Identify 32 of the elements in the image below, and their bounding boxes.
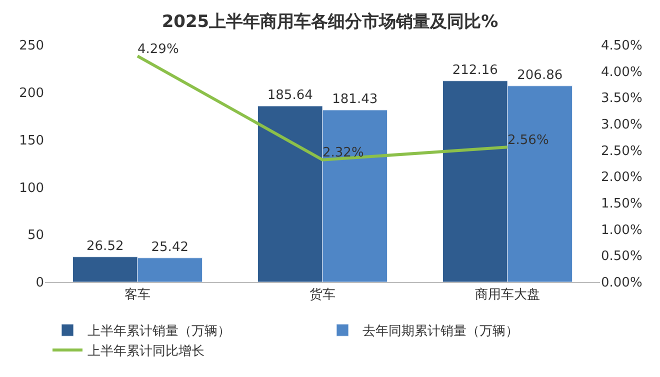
data-label: 181.43 — [332, 92, 378, 107]
chart-title: 2025上半年商用车各细分市场销量及同比% — [162, 12, 498, 32]
x-tick-label: 客车 — [124, 286, 150, 303]
y2-tick-label: 1.50% — [601, 196, 642, 212]
data-label: 25.42 — [151, 240, 188, 255]
y-tick-label: 250 — [19, 38, 44, 54]
y2-tick-label: 3.50% — [601, 91, 642, 106]
data-label: 4.29% — [138, 42, 179, 57]
y2-tick-label: 2.00% — [601, 170, 642, 186]
y-tick-label: 150 — [19, 133, 44, 148]
data-label: 2.32% — [322, 146, 364, 161]
y-tick-label: 50 — [27, 228, 44, 244]
data-label: 185.64 — [267, 88, 313, 104]
y2-tick-label: 0.50% — [601, 249, 642, 264]
y2-tick-label: 2.50% — [601, 144, 642, 159]
legend-label: 上半年累计销量（万辆） — [88, 324, 230, 340]
y2-tick-label: 4.00% — [601, 64, 642, 80]
y-tick-label: 0 — [36, 276, 44, 291]
legend-label: 上半年累计同比增长 — [88, 344, 204, 360]
y2-tick-label: 4.50% — [601, 38, 642, 54]
y-tick-label: 200 — [19, 86, 44, 101]
data-label: 2.56% — [508, 132, 549, 148]
y2-tick-label: 1.00% — [601, 222, 642, 238]
x-tick-label: 商用车大盘 — [475, 288, 540, 303]
x-tick-label: 货车 — [310, 288, 336, 303]
data-label: 206.86 — [517, 68, 563, 83]
legend-label: 去年同期累计销量（万辆） — [362, 324, 518, 340]
y2-tick-label: 0.00% — [601, 276, 642, 291]
y2-tick-label: 3.00% — [601, 118, 642, 133]
data-label: 212.16 — [452, 62, 498, 78]
data-label: 26.52 — [86, 238, 124, 254]
y-tick-label: 100 — [19, 180, 44, 196]
